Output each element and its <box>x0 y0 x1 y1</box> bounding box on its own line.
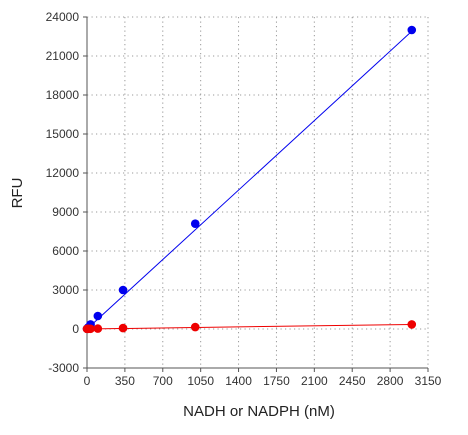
series-1-point <box>93 311 103 321</box>
y-tick-label: 15000 <box>46 127 80 141</box>
x-tick-label: 2100 <box>301 374 328 388</box>
y-tick-label: 9000 <box>52 205 79 219</box>
x-tick-label: 2800 <box>377 374 404 388</box>
x-tick-label: 700 <box>153 374 173 388</box>
y-tick-label: -3000 <box>48 361 79 375</box>
y-tick-label: 3000 <box>52 283 79 297</box>
series-1-point <box>407 25 417 35</box>
series-2-point <box>190 322 200 332</box>
series-2-point <box>86 324 95 334</box>
series-2-point <box>118 323 128 333</box>
series-2-fit-line <box>86 323 412 330</box>
y-tick-label: 24000 <box>46 10 80 24</box>
y-tick-label: 18000 <box>46 88 80 102</box>
tick-labels: 0 350 700 1050 1400 1750 2100 2450 2800 3150 -3000… <box>46 10 442 388</box>
series-2-point <box>407 320 417 329</box>
x-axis-title: NADH or NADPH (nM) <box>183 403 335 420</box>
series-1-point <box>118 285 128 295</box>
x-tick-label: 3150 <box>415 374 442 388</box>
x-tick-label: 350 <box>115 374 135 388</box>
series-1 <box>82 25 417 334</box>
x-tick-label: 0 <box>84 374 91 388</box>
x-tick-label: 1050 <box>187 374 214 388</box>
series-2-point <box>93 324 103 333</box>
series-1-point <box>190 219 200 228</box>
y-tick-label: 12000 <box>46 166 80 180</box>
y-tick-label: 21000 <box>46 49 80 63</box>
series <box>82 25 417 334</box>
x-tick-label: 1750 <box>263 374 290 388</box>
series-2 <box>82 320 417 334</box>
y-tick-label: 6000 <box>52 244 79 258</box>
series-1-fit-line <box>86 30 413 330</box>
axes <box>83 16 429 372</box>
grid <box>87 16 429 368</box>
x-tick-label: 2450 <box>339 374 366 388</box>
y-axis-title: RFU <box>9 178 26 209</box>
x-tick-label: 1400 <box>225 374 252 388</box>
y-tick-label: 0 <box>72 322 79 336</box>
